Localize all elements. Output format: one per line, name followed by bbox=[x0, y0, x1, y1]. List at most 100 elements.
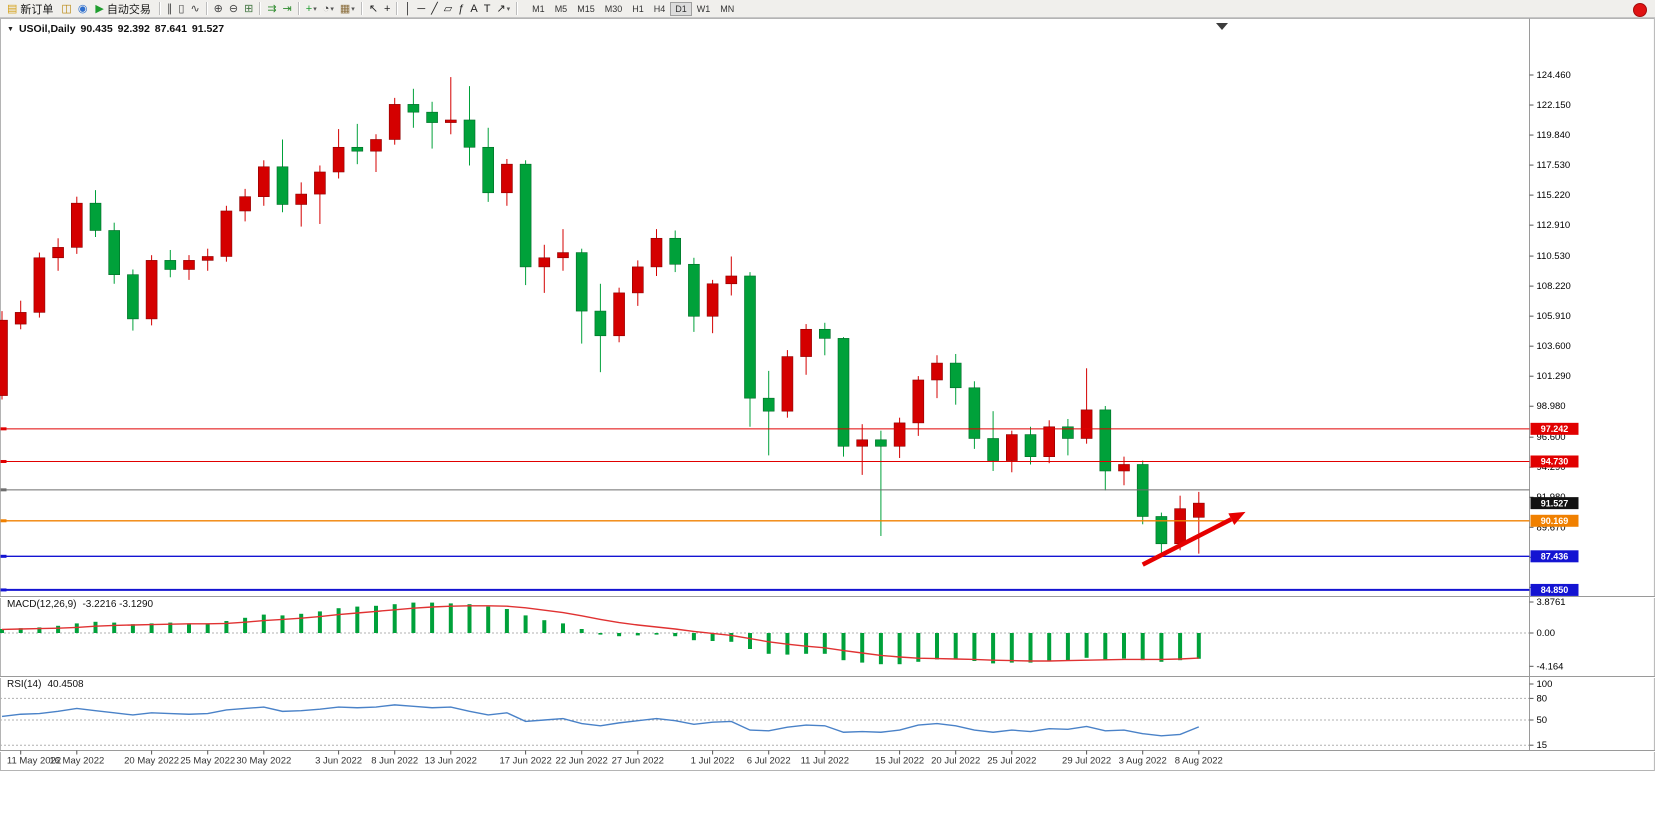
trend-arrow-shaft[interactable] bbox=[1141, 517, 1233, 567]
auto-trading-button[interactable]: ▶ 自动交易 bbox=[90, 1, 155, 17]
high-value: 92.392 bbox=[117, 23, 150, 35]
macd-histogram-bar bbox=[224, 621, 229, 633]
price-tick-label: 89.670 bbox=[1537, 522, 1566, 533]
support-line-84850-anchor[interactable] bbox=[0, 588, 7, 592]
macd-histogram-bar bbox=[112, 622, 117, 633]
macd-histogram-bar bbox=[617, 633, 622, 637]
bullish-candle bbox=[631, 266, 644, 294]
price-tick-label: 96.600 bbox=[1537, 432, 1566, 443]
macd-histogram-bar bbox=[280, 615, 285, 633]
timeframe-m1[interactable]: M1 bbox=[532, 3, 545, 14]
macd-histogram-bar bbox=[991, 633, 996, 664]
bearish-candle bbox=[1136, 464, 1149, 517]
trendline-icon[interactable]: ╱ bbox=[428, 1, 441, 17]
chart-shift-icon: ⇥ bbox=[282, 2, 292, 15]
channel-icon[interactable]: ▱ bbox=[441, 1, 455, 17]
notification-icon[interactable] bbox=[1633, 3, 1647, 17]
bullish-candle bbox=[370, 139, 382, 152]
fibonacci-icon: ƒ bbox=[458, 2, 465, 15]
price-tick-label: 124.460 bbox=[1537, 70, 1571, 81]
bullish-candle bbox=[1080, 409, 1093, 439]
timeframe-d1[interactable]: D1 bbox=[670, 1, 692, 16]
date-tick-label: 16 May 2022 bbox=[49, 756, 104, 767]
macd-histogram-bar bbox=[972, 633, 977, 661]
bullish-candle bbox=[781, 356, 794, 412]
trend-arrow-head[interactable] bbox=[1228, 511, 1246, 526]
timeframe-m30[interactable]: M30 bbox=[604, 3, 623, 14]
resistance-line-94730-anchor[interactable] bbox=[0, 459, 7, 463]
timeframe-m5[interactable]: M5 bbox=[554, 3, 568, 14]
current-price-badge-label: 91.527 bbox=[1541, 498, 1569, 508]
bullish-candle bbox=[52, 247, 64, 259]
chart-profiles-icon[interactable]: ◫ bbox=[58, 1, 74, 17]
rsi-pane bbox=[0, 697, 1530, 746]
timeframe-m15[interactable]: M15 bbox=[577, 3, 595, 14]
crosshair-icon[interactable]: + bbox=[381, 1, 393, 17]
chart-shift-marker[interactable] bbox=[1216, 23, 1228, 30]
new-order-button[interactable]: ▤ 新订单 bbox=[2, 1, 58, 17]
macd-histogram-bar bbox=[205, 623, 210, 633]
macd-axis-label: 0.00 bbox=[1537, 628, 1556, 639]
text-icon[interactable]: A bbox=[467, 1, 480, 17]
bullish-candle bbox=[220, 210, 233, 257]
price-axis[interactable]: 124.460 122.150 119.840 117.530 115.220 112.9… bbox=[1529, 70, 1579, 751]
date-tick-label: 27 Jun 2022 bbox=[612, 756, 664, 767]
macd-histogram-bar bbox=[729, 633, 734, 642]
chart-shift-icon[interactable]: ⇥ bbox=[280, 1, 295, 17]
resistance-line-97242-anchor[interactable] bbox=[0, 427, 7, 431]
vertical-line-icon[interactable]: │ bbox=[401, 1, 414, 17]
tile-windows-icon[interactable]: ⊞ bbox=[241, 1, 256, 17]
auto-scroll-icon[interactable]: ⇉ bbox=[264, 1, 279, 17]
price-tick-label: 98.980 bbox=[1537, 401, 1566, 412]
new-chart-icon[interactable]: + ▾ bbox=[303, 1, 320, 17]
support-line-90169-anchor[interactable] bbox=[0, 519, 7, 523]
toolbar-separator bbox=[205, 2, 208, 15]
horizontal-line-icon[interactable]: ─ bbox=[414, 1, 428, 17]
macd-histogram-bar bbox=[130, 624, 135, 633]
candlestick-chart-icon: ▯ bbox=[178, 2, 185, 15]
zoom-in-icon[interactable]: ⊕ bbox=[211, 1, 226, 17]
macd-histogram-bar bbox=[935, 633, 939, 660]
bullish-candle bbox=[501, 163, 513, 194]
macd-histogram-bar bbox=[504, 609, 509, 633]
macd-axis-label: -4.164 bbox=[1537, 661, 1564, 672]
macd-histogram-bar bbox=[1009, 633, 1014, 663]
timeframe-w1[interactable]: W1 bbox=[696, 3, 711, 14]
trend-arrow[interactable] bbox=[1141, 511, 1246, 567]
timeframe-mn[interactable]: MN bbox=[720, 3, 735, 14]
bearish-candle bbox=[463, 119, 476, 148]
timeframe-h1[interactable]: H1 bbox=[632, 3, 644, 14]
cursor-icon[interactable]: ↖ bbox=[366, 1, 381, 17]
period-icon: ◔ bbox=[322, 2, 330, 15]
template-icon[interactable]: ▦ ▾ bbox=[337, 1, 358, 17]
low-value: 87.641 bbox=[154, 23, 187, 35]
period-icon[interactable]: ◔ ▾ bbox=[320, 1, 337, 17]
arrows-tool-icon[interactable]: ↗ ▾ bbox=[493, 1, 513, 17]
horizontal-line-gray-anchor[interactable] bbox=[0, 488, 7, 492]
toolbar-separator bbox=[259, 2, 262, 15]
line-chart-icon[interactable]: ∿ bbox=[187, 1, 202, 17]
macd-histogram-bar bbox=[317, 611, 322, 633]
bar-chart-icon[interactable]: ∥ bbox=[164, 1, 176, 17]
support-line-87436-anchor[interactable] bbox=[0, 554, 7, 558]
resistance-line-97242-badge-label: 97.242 bbox=[1541, 424, 1569, 434]
bullish-candle bbox=[706, 283, 719, 317]
resistance-line-97242-badge bbox=[1530, 422, 1579, 435]
price-tick-label: 108.220 bbox=[1537, 281, 1571, 292]
date-tick-label: 11 May 2022 bbox=[7, 756, 61, 767]
date-tick-label: 30 May 2022 bbox=[236, 756, 291, 767]
timeframe-h4[interactable]: H4 bbox=[653, 3, 666, 14]
bearish-candle bbox=[744, 275, 756, 399]
collapse-triangle-icon[interactable]: ▼ bbox=[7, 25, 14, 33]
bullish-candle bbox=[613, 292, 625, 337]
fibonacci-icon[interactable]: ƒ bbox=[455, 1, 467, 17]
zoom-out-icon[interactable]: ⊖ bbox=[226, 1, 241, 17]
candlestick-chart-icon[interactable]: ▯ bbox=[175, 1, 187, 17]
data-window-icon[interactable]: ◉ bbox=[75, 1, 91, 17]
data-window-icon: ◉ bbox=[77, 2, 88, 15]
rsi-label: RSI(14) 40.4508 bbox=[7, 679, 84, 690]
rsi-name: RSI(14) bbox=[7, 679, 42, 690]
label-icon[interactable]: T bbox=[481, 1, 494, 17]
